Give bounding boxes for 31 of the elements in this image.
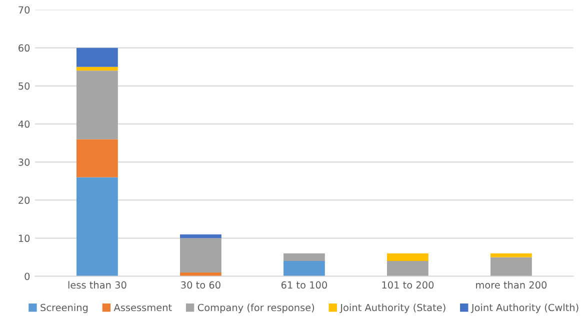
- bar: [490, 253, 532, 258]
- bar: [76, 70, 118, 140]
- legend-label: Joint Authority (Cwlth): [470, 304, 578, 314]
- x-tick-label: 61 to 100: [281, 281, 327, 289]
- bar: [387, 261, 428, 276]
- y-tick-label: 60: [18, 44, 30, 52]
- y-tick-label: 50: [18, 82, 30, 90]
- legend-label: Joint Authority (State): [340, 304, 446, 314]
- y-tick-label: 30: [18, 158, 30, 166]
- x-tick-label: 101 to 200: [382, 281, 434, 289]
- y-tick-label: 0: [24, 272, 30, 280]
- legend-label: Screening: [40, 304, 88, 314]
- bar: [76, 48, 118, 67]
- x-tick-label: less than 30: [68, 281, 126, 289]
- bar: [490, 257, 532, 276]
- bar: [76, 139, 118, 178]
- x-tick-label: more than 200: [476, 281, 547, 289]
- y-tick-label: 20: [18, 196, 30, 204]
- legend-label: Company (for response): [198, 304, 314, 314]
- y-tick-label: 70: [18, 6, 30, 14]
- bar: [284, 253, 325, 262]
- y-tick-label: 40: [18, 120, 30, 128]
- bar: [180, 238, 222, 272]
- bar: [180, 234, 222, 238]
- legend-label: Assessment: [114, 304, 172, 312]
- y-tick-label: 10: [18, 234, 30, 242]
- bar: [387, 253, 428, 262]
- bar: [284, 261, 325, 276]
- x-tick-label: 30 to 60: [181, 281, 220, 289]
- bar: [76, 177, 118, 276]
- bar: [76, 66, 118, 71]
